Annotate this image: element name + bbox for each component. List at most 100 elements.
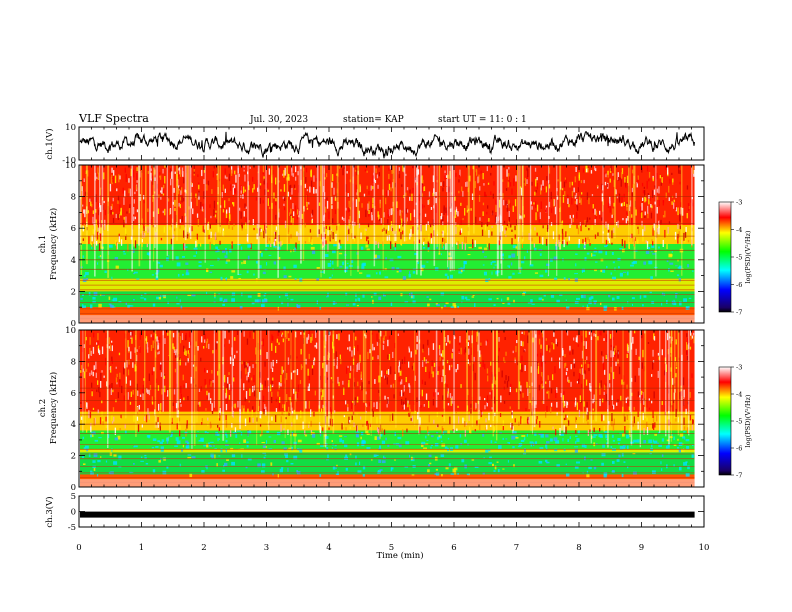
spectrogram-patch	[511, 435, 516, 440]
spectrogram-patch	[421, 441, 426, 445]
spectrogram-streak	[453, 330, 455, 433]
spectrogram-speckle	[291, 395, 293, 399]
spectrogram-speckle	[171, 223, 173, 228]
spectrogram-speckle	[188, 331, 191, 338]
spectrogram-speckle	[216, 341, 218, 344]
spectrogram-patch	[93, 467, 96, 471]
spectrogram-speckle	[615, 345, 617, 353]
spectrogram-patch	[668, 268, 670, 272]
spectrogram-patch	[331, 447, 333, 449]
spectrogram-speckle	[334, 197, 337, 201]
spectrogram-speckle	[179, 336, 182, 344]
spectrogram-speckle	[148, 229, 150, 232]
spectrogram-patch	[540, 433, 544, 438]
spectrogram-speckle	[100, 372, 102, 381]
spectrogram-speckle	[428, 414, 430, 423]
spectrogram-patch	[366, 274, 371, 278]
spectrogram-patch	[326, 459, 329, 461]
spectrogram-streak	[517, 330, 520, 410]
spectrogram-speckle	[202, 203, 204, 209]
spectrogram-patch	[344, 436, 347, 438]
spectrogram-speckle	[111, 340, 113, 343]
spectrogram-speckle	[603, 415, 605, 421]
spectrogram-speckle	[588, 228, 590, 231]
spectrogram-speckle	[484, 398, 486, 401]
spectrogram-streak	[561, 330, 563, 431]
spectrogram-patch	[568, 277, 570, 281]
spectrogram-speckle	[556, 401, 558, 408]
spectrogram-speckle	[374, 180, 377, 184]
spectrogram-patch	[488, 462, 492, 465]
spectrogram-speckle	[432, 343, 435, 350]
spectrogram-speckle	[427, 426, 429, 434]
spectrogram-speckle	[111, 345, 113, 352]
spectrogram-speckle	[86, 429, 88, 433]
spectrogram-speckle	[406, 209, 409, 213]
spectrogram-speckle	[456, 428, 458, 431]
spectrogram-speckle	[564, 191, 566, 197]
spectrogram-speckle	[405, 192, 407, 197]
spectrogram-speckle	[620, 395, 622, 401]
spectrogram-patch	[447, 267, 449, 271]
spectrogram-speckle	[620, 203, 623, 207]
spectrogram-patch	[626, 445, 629, 450]
spectrogram-speckle	[142, 230, 144, 239]
spectrogram-patch	[328, 276, 332, 279]
spectrogram-speckle	[486, 368, 489, 374]
spectrogram-speckle	[117, 392, 119, 399]
spectrogram-streak	[691, 165, 693, 246]
spectrogram-speckle	[422, 186, 424, 192]
spectrogram-speckle	[170, 238, 173, 245]
spectrogram-speckle	[289, 397, 291, 401]
spectrogram-patch	[524, 448, 526, 452]
spectrogram-streak	[607, 330, 609, 448]
spectrogram-speckle	[143, 200, 145, 204]
spectrogram-patch	[284, 453, 288, 456]
spectrogram-speckle	[103, 172, 105, 180]
spectrogram-speckle	[653, 423, 655, 430]
spectrogram-speckle	[292, 370, 295, 373]
spectrogram-speckle	[402, 223, 404, 227]
spectrogram-speckle	[148, 413, 150, 420]
spectrogram-speckle	[244, 174, 246, 182]
spectrogram-patch	[533, 442, 535, 447]
spectrogram-speckle	[527, 422, 529, 425]
spectrogram-speckle	[275, 345, 277, 353]
spectrogram-speckle	[576, 381, 579, 384]
spectrogram-speckle	[637, 239, 639, 244]
spectrogram-speckle	[224, 200, 226, 208]
spectrogram-speckle	[601, 414, 603, 422]
spectrogram-speckle	[484, 224, 487, 231]
spectrogram-speckle	[95, 361, 97, 370]
spectrogram-streak	[447, 165, 449, 268]
spectrogram-patch	[588, 297, 592, 301]
spectrogram-patch	[195, 434, 198, 438]
spectrogram-speckle	[505, 227, 507, 231]
spectrogram-patch	[577, 430, 580, 435]
spectrogram-patch	[152, 469, 156, 473]
spectrogram-speckle	[456, 242, 458, 245]
spectrogram-patch	[529, 441, 534, 444]
spectrogram-speckle	[327, 243, 329, 252]
spectrogram-speckle	[368, 210, 370, 214]
spectrogram-speckle	[394, 233, 396, 242]
spectrogram-speckle	[545, 338, 547, 341]
spectrogram-patch	[214, 454, 216, 459]
spectrogram-speckle	[570, 218, 573, 225]
spectrogram-patch	[397, 255, 402, 259]
spectrogram-speckle	[652, 177, 654, 182]
spectrogram-patch	[417, 261, 420, 264]
spectrogram-patch	[176, 303, 180, 305]
spectrogram-speckle	[610, 366, 612, 373]
spectrogram-speckle	[204, 339, 206, 343]
spectrogram-speckle	[619, 177, 621, 180]
spectrogram-speckle	[232, 184, 234, 187]
spectrogram-speckle	[577, 187, 580, 192]
spectrogram-patch	[671, 251, 673, 253]
spectrogram-patch	[643, 261, 646, 265]
spectrogram-streak	[543, 330, 545, 404]
spectrogram-speckle	[626, 203, 628, 208]
spectrogram-speckle	[486, 402, 488, 407]
spectrogram-speckle	[441, 220, 443, 224]
spectrogram-speckle	[252, 406, 254, 410]
